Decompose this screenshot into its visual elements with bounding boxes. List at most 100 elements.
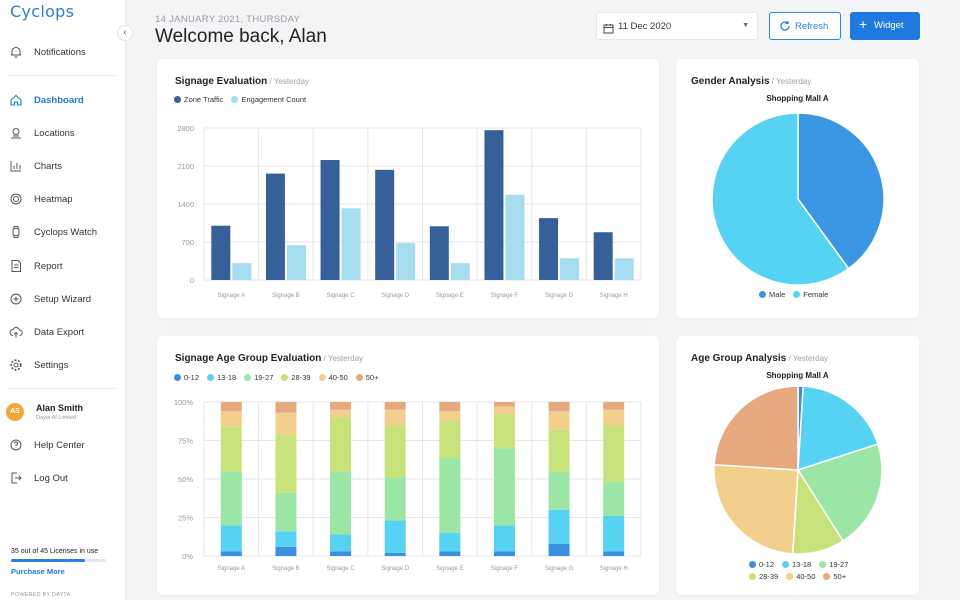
x-tick-label: Signage A	[218, 566, 245, 572]
x-tick-label: Signage E	[436, 566, 464, 572]
location-icon	[9, 126, 23, 140]
legend-label: Zone Traffic	[184, 95, 224, 104]
legend-item[interactable]: Zone Traffic	[174, 95, 223, 104]
legend-label: 40-50	[328, 373, 348, 382]
bar-segment	[275, 546, 297, 556]
x-tick-label: Signage B	[272, 566, 300, 572]
user-profile[interactable]: AS Alan Smith Dayta AI Limited	[0, 400, 125, 426]
bar-segment	[493, 525, 515, 552]
legend-item[interactable]: 28-39	[281, 373, 311, 382]
sidebar-item-charts[interactable]: Charts	[0, 154, 125, 178]
legend-item[interactable]: Engagement Count	[231, 95, 306, 104]
card-title-text: Age Group Analysis	[691, 353, 787, 364]
legend-item[interactable]: 19-27	[819, 560, 848, 569]
legend-item[interactable]: 50+	[355, 373, 379, 382]
date-picker[interactable]: 11 Dec 2020 ▼	[596, 12, 758, 40]
bar-segment	[603, 551, 625, 556]
bar-segment	[275, 434, 297, 493]
legend-item[interactable]: 28-39	[749, 572, 778, 581]
legend-label: 50+	[365, 373, 379, 382]
refresh-button[interactable]: Refresh	[769, 12, 841, 40]
app-logo[interactable]: Cyclops	[10, 2, 75, 21]
bar	[286, 245, 306, 280]
bar	[265, 173, 285, 280]
user-organization: Dayta AI Limited	[36, 415, 77, 421]
sidebar-item-label: Setup Wizard	[34, 293, 92, 305]
gender-analysis-card: Gender Analysis / Yesterday Shopping Mal…	[676, 59, 919, 318]
plus-icon: +	[859, 16, 868, 32]
bar-segment	[603, 515, 625, 552]
widget-label: Widget	[874, 20, 904, 31]
bar-segment	[439, 402, 461, 412]
legend-item[interactable]: 0-12	[749, 560, 774, 569]
bar-segment	[493, 448, 515, 526]
legend-label: 28-39	[759, 572, 779, 581]
pie-slice	[713, 385, 799, 471]
legend-item[interactable]: 0-12	[174, 373, 199, 382]
legend-item[interactable]: 19-27	[244, 373, 273, 382]
sidebar-item-cyclops-watch[interactable]: Cyclops Watch	[0, 220, 125, 244]
sidebar-item-heatmap[interactable]: Heatmap	[0, 187, 125, 211]
bar-segment	[220, 525, 242, 552]
legend-dot	[355, 374, 363, 381]
legend-item[interactable]: 50+	[823, 572, 846, 581]
age-group-stacked-chart: 0% 25% 50% 75% 100% Signage A Signage B Signage…	[174, 398, 642, 572]
legend-dot	[823, 573, 831, 580]
bar	[505, 194, 525, 280]
x-tick-label: Signage C	[327, 293, 356, 299]
legend-dot	[759, 291, 766, 298]
age-group-pie-chart	[713, 385, 883, 555]
pie-slice	[711, 112, 850, 286]
sidebar-item-label: Settings	[34, 359, 69, 371]
add-widget-button[interactable]: + Widget	[850, 12, 920, 40]
y-tick-label: 50%	[178, 475, 193, 484]
y-tick-label: 100%	[174, 398, 194, 407]
legend-item[interactable]: Male	[759, 290, 785, 299]
bar-segment	[548, 471, 570, 510]
bar-segment	[548, 411, 570, 430]
legend-item[interactable]: 13-18	[782, 560, 811, 569]
pie-location-title: Shopping Mall A	[766, 371, 829, 380]
sidebar: Cyclops ‹ Notifications Dashboard Locati…	[0, 0, 133, 600]
bar	[375, 169, 395, 280]
x-tick-label: Signage F	[491, 566, 519, 572]
bar	[560, 258, 580, 280]
legend-item[interactable]: 13-18	[207, 373, 236, 382]
card-title: Gender Analysis / Yesterday	[691, 76, 811, 87]
legend-dot	[786, 573, 794, 580]
bar	[593, 232, 613, 280]
x-tick-label: Signage G	[545, 566, 574, 572]
bar-segment	[548, 509, 570, 544]
legend-label: 40-50	[796, 572, 816, 581]
sidebar-item-label: Locations	[34, 127, 75, 139]
bar-segment	[603, 402, 625, 410]
sidebar-item-help-center[interactable]: Help Center	[0, 433, 125, 457]
legend-item[interactable]: 40-50	[318, 373, 348, 382]
sidebar-item-label: Help Center	[34, 439, 85, 451]
sidebar-item-log-out[interactable]: Log Out	[0, 466, 125, 490]
sidebar-item-data-export[interactable]: Data Export	[0, 320, 125, 344]
legend-item[interactable]: Female	[793, 290, 828, 299]
sidebar-item-setup-wizard[interactable]: Setup Wizard	[0, 287, 125, 311]
y-tick-label: 0	[190, 276, 194, 285]
sidebar-item-dashboard[interactable]: Dashboard	[0, 88, 125, 112]
pie-slice	[796, 443, 883, 542]
bar-segment	[330, 417, 352, 472]
legend-item[interactable]: 40-50	[786, 572, 815, 581]
legend-label: 13-18	[792, 560, 812, 569]
legend-label: 0-12	[759, 560, 775, 569]
sidebar-item-locations[interactable]: Locations	[0, 121, 125, 145]
sidebar-item-report[interactable]: Report	[0, 254, 125, 278]
bell-icon	[9, 45, 23, 59]
purchase-more-link[interactable]: Purchase More	[11, 567, 65, 576]
sidebar-item-label: Dashboard	[34, 94, 84, 106]
license-progress-fill	[11, 559, 85, 562]
sidebar-item-notifications[interactable]: Notifications	[0, 40, 125, 64]
x-tick-label: Signage F	[491, 293, 519, 299]
sidebar-item-label: Notifications	[34, 46, 86, 58]
license-progress-bar	[11, 559, 106, 562]
sidebar-item-settings[interactable]: Settings	[0, 353, 125, 377]
bar-segment	[220, 402, 242, 412]
bar-segment	[384, 402, 406, 410]
collapse-sidebar-button[interactable]: ‹	[117, 25, 133, 41]
